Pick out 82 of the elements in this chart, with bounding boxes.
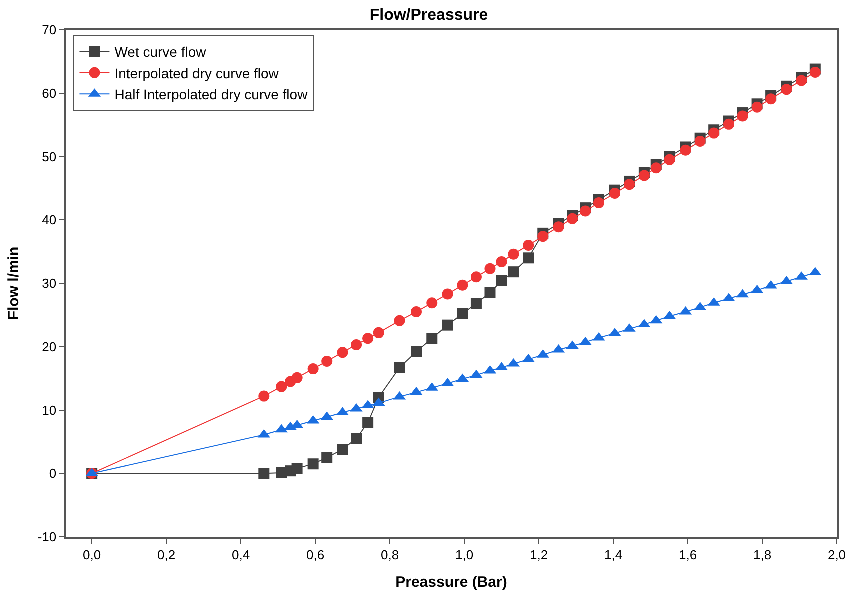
y-tick-label: 20 [42,339,57,354]
point [457,308,468,320]
point [276,381,288,392]
x-tick-label: 0,4 [232,547,250,562]
point [258,468,270,480]
point [308,458,319,470]
point [258,390,270,402]
point [496,275,508,286]
point [810,66,821,78]
point [781,84,792,96]
y-tick-label: 0 [49,466,57,482]
point [442,288,454,300]
point [766,94,777,105]
y-tick-label: 30 [42,276,57,292]
point [322,356,333,367]
point [538,231,549,242]
point [680,144,692,156]
point [351,433,362,444]
point [708,128,720,139]
chart-title: Flow/Preassure [370,7,488,24]
legend-label: Half Interpolated dry curve flow [114,86,309,103]
x-tick-label: 1,6 [678,547,698,562]
point [394,362,406,374]
point [426,333,438,344]
point [442,320,454,331]
x-tick-label: 0,8 [381,547,400,562]
point [694,136,706,148]
point [337,444,348,456]
point [580,206,592,217]
point [610,188,621,200]
point [508,248,520,260]
point [470,272,482,283]
point [308,364,319,375]
point [553,222,564,233]
legend-label: Wet curve flow [114,44,208,60]
point [523,252,534,264]
point [373,327,384,338]
point [737,110,748,122]
y-axis-title: Flow l/min [6,246,23,320]
point [410,346,422,358]
point [664,154,676,166]
y-tick-label: 60 [42,86,57,101]
point [362,333,374,344]
x-tick-label: 0,6 [306,547,325,562]
x-tick-label: 1,4 [604,547,623,562]
point [796,75,808,86]
point [322,452,333,464]
point [457,280,468,291]
point [752,102,763,113]
point [523,240,534,251]
x-axis-title: Preassure (Bar) [396,574,508,591]
point [484,263,496,274]
x-tick-label: 1,0 [456,547,474,562]
legend-label: Interpolated dry curve flow [114,65,280,82]
y-tick-label: 40 [42,212,57,228]
y-tick-label: 10 [42,402,57,418]
point [508,266,520,278]
x-tick-label: 2,0 [828,547,846,562]
point [351,339,362,350]
point [394,315,406,326]
point [470,298,482,310]
point [362,417,374,428]
point [723,118,734,130]
y-tick-label: -10 [38,530,57,545]
x-tick-label: 1,8 [753,547,772,562]
point [410,306,422,318]
y-tick-label: 50 [42,149,57,164]
x-tick-label: 0,0 [83,547,102,562]
point [624,179,636,190]
point [337,347,348,358]
point [567,213,578,224]
x-tick-label: 0,2 [158,547,176,562]
point [292,372,303,384]
point [292,463,303,474]
point [426,298,438,309]
x-tick-label: 1,2 [530,547,548,562]
point [594,198,604,209]
point [650,162,662,174]
point [496,256,508,268]
y-tick-label: 70 [42,22,57,38]
point [484,288,496,299]
point [638,170,650,182]
